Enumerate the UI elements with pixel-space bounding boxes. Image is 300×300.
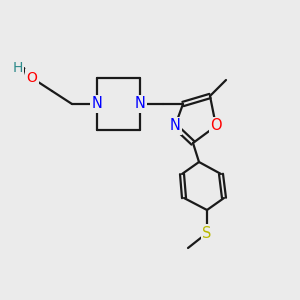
Text: N: N <box>135 97 146 112</box>
Text: N: N <box>169 118 180 134</box>
Text: O: O <box>210 118 222 134</box>
Text: N: N <box>92 97 102 112</box>
Text: S: S <box>202 226 212 241</box>
Text: O: O <box>26 70 38 86</box>
Text: O: O <box>27 71 38 85</box>
Text: H: H <box>13 61 23 75</box>
